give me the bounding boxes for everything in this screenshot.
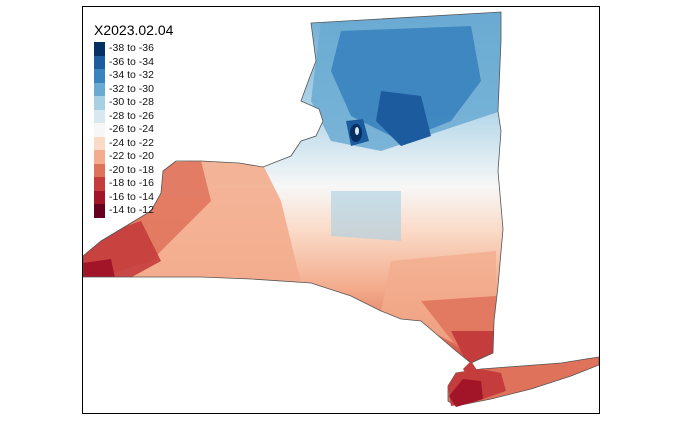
legend-label: -24 to -22 xyxy=(109,136,154,149)
legend-title: X2023.02.04 xyxy=(94,22,174,38)
legend-item: -14 to -12 xyxy=(94,204,173,218)
legend-swatch xyxy=(94,123,105,137)
legend-swatch xyxy=(94,204,105,218)
legend-item: -20 to -18 xyxy=(94,163,173,177)
legend-item: -16 to -14 xyxy=(94,190,173,204)
legend-label: -30 to -28 xyxy=(109,96,154,108)
legend-swatch xyxy=(94,109,105,123)
legend-swatch xyxy=(94,82,105,96)
legend: X2023.02.04 -38 to -36 -36 to -34 -34 to -… xyxy=(94,22,173,218)
map-frame xyxy=(82,6,600,414)
legend-swatch xyxy=(94,96,105,110)
legend-rows: -38 to -36 -36 to -34 -34 to -32 -32 to -30… xyxy=(94,42,173,218)
legend-item: -22 to -20 xyxy=(94,150,173,164)
legend-label: -22 to -20 xyxy=(109,150,154,162)
legend-label: -26 to -24 xyxy=(109,123,154,135)
legend-swatch xyxy=(94,42,105,56)
legend-item: -24 to -22 xyxy=(94,136,173,150)
legend-label: -38 to -36 xyxy=(109,42,154,54)
legend-item: -28 to -26 xyxy=(94,109,173,123)
legend-label: -18 to -16 xyxy=(109,177,154,189)
legend-swatch xyxy=(94,150,105,164)
nyc-area xyxy=(463,361,479,379)
legend-item: -36 to -34 xyxy=(94,55,173,69)
legend-swatch xyxy=(94,69,105,83)
legend-item: -26 to -24 xyxy=(94,123,173,137)
legend-item: -38 to -36 xyxy=(94,42,173,56)
legend-swatch xyxy=(94,55,105,69)
legend-label: -28 to -26 xyxy=(109,109,154,122)
legend-label: -36 to -34 xyxy=(109,55,154,68)
legend-swatch xyxy=(94,177,105,191)
legend-swatch xyxy=(94,136,105,150)
legend-swatch xyxy=(94,190,105,204)
legend-label: -14 to -12 xyxy=(109,204,154,216)
legend-item: -30 to -28 xyxy=(94,96,173,110)
legend-item: -32 to -30 xyxy=(94,82,173,96)
state-border xyxy=(83,11,504,364)
legend-label: -20 to -18 xyxy=(109,163,154,176)
legend-label: -16 to -14 xyxy=(109,190,154,203)
legend-label: -34 to -32 xyxy=(109,69,154,81)
legend-label: -32 to -30 xyxy=(109,82,154,95)
temperature-map xyxy=(83,11,599,407)
legend-item: -18 to -16 xyxy=(94,177,173,191)
legend-swatch xyxy=(94,163,105,177)
legend-item: -34 to -32 xyxy=(94,69,173,83)
